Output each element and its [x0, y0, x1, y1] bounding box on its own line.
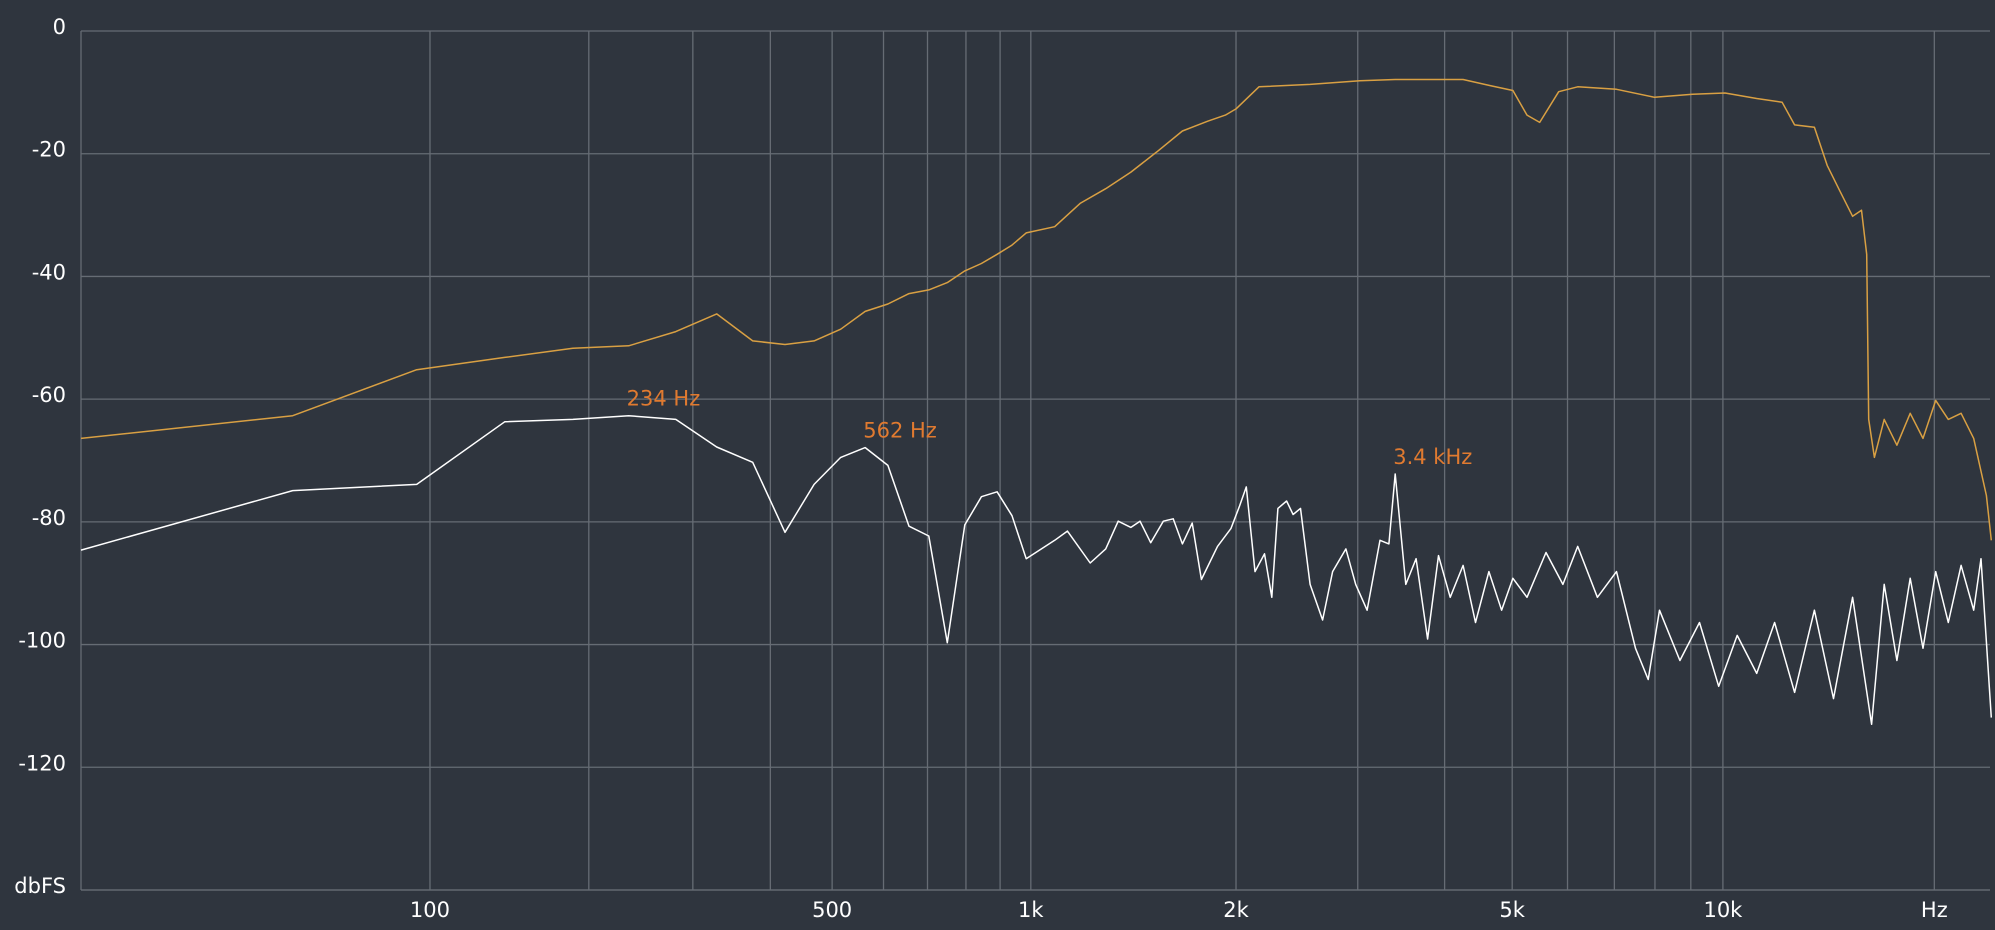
- peak-annotation: 234 Hz: [627, 387, 701, 411]
- series-line: [80, 78, 1993, 541]
- y-tick-label: -60: [32, 383, 66, 407]
- y-tick-label: 0: [53, 15, 66, 39]
- y-tick-label: -20: [32, 138, 66, 162]
- y-tick-label: -100: [18, 629, 66, 653]
- peak-annotation: 562 Hz: [863, 419, 937, 443]
- peak-annotation: 3.4 kHz: [1393, 445, 1472, 469]
- x-tick-label: 5k: [1499, 898, 1525, 922]
- x-tick-label: 1k: [1018, 898, 1044, 922]
- y-tick-label: -40: [32, 260, 66, 284]
- x-tick-label: 500: [812, 898, 852, 922]
- y-tick-label: -80: [32, 506, 66, 530]
- series-line: [80, 414, 1993, 726]
- x-tick-label: Hz: [1921, 898, 1948, 922]
- x-tick-label: 2k: [1223, 898, 1249, 922]
- x-tick-label: 10k: [1703, 898, 1743, 922]
- x-tick-label: 100: [410, 898, 450, 922]
- y-tick-label: -120: [18, 751, 66, 775]
- y-tick-label: dbFS: [14, 874, 66, 898]
